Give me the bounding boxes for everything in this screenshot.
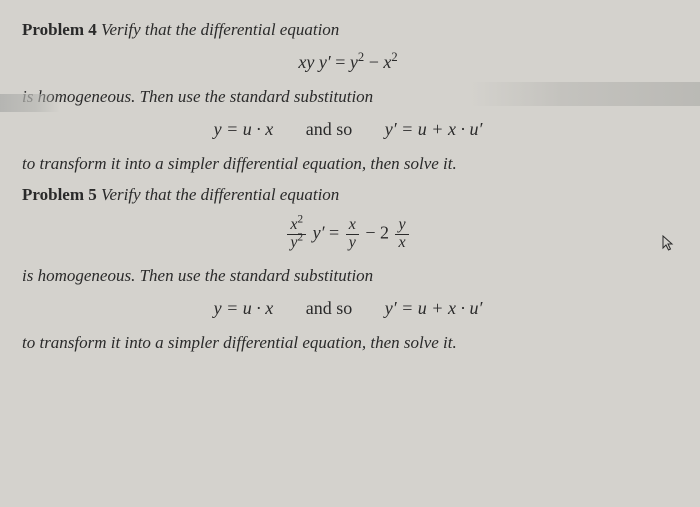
problem4-heading: Problem 4 Verify that the differential e… [22, 18, 674, 42]
p5-sub-lhs: y = u · x [214, 298, 274, 318]
p4-eq-lhs: xy y′ [298, 52, 330, 72]
problem5-equation: x2 y2 y′ = x y − 2 y x [22, 217, 674, 252]
problem5-line3: to transform it into a simpler different… [22, 331, 674, 355]
p5-frac2-den: y [346, 235, 359, 252]
p5-frac2-num: x [346, 217, 359, 235]
p5-frac1-num: x [290, 216, 297, 233]
p4-sub-lhs: y = u · x [214, 119, 274, 139]
p5-frac1: x2 y2 [287, 217, 306, 252]
problem4-line2: is homogeneous. Then use the standard su… [22, 85, 674, 109]
problem4-line3: to transform it into a simpler different… [22, 152, 674, 176]
problem5-label: Problem 5 [22, 185, 97, 204]
p5-frac1-den: y [290, 234, 297, 251]
problem5-intro: Verify that the differential equation [101, 185, 339, 204]
problem4-equation: xy y′ = y2 − x2 [22, 52, 674, 73]
p5-frac3-den: x [395, 235, 408, 252]
p5-eq: = [329, 223, 339, 243]
problem4-label: Problem 4 [22, 20, 97, 39]
problem5-heading: Problem 5 Verify that the differential e… [22, 183, 674, 207]
p4-andso: and so [306, 119, 353, 139]
problem4-substitution: y = u · x and so y′ = u + x · u′ [22, 119, 674, 140]
p5-andso: and so [306, 298, 353, 318]
p5-minus: − [365, 223, 375, 243]
p4-eq-rhs-y: y [350, 52, 358, 72]
p5-sub-rhs: y′ = u + x · u′ [385, 298, 483, 318]
p5-frac3-num: y [395, 217, 408, 235]
p4-sub-rhs: y′ = u + x · u′ [385, 119, 483, 139]
problem4-intro: Verify that the differential equation [101, 20, 339, 39]
problem5-line2: is homogeneous. Then use the standard su… [22, 264, 674, 288]
p5-yprime: y′ [313, 223, 325, 243]
p5-frac2: x y [346, 217, 359, 252]
problem5-substitution: y = u · x and so y′ = u + x · u′ [22, 298, 674, 319]
p5-two: 2 [380, 223, 389, 243]
p5-frac3: y x [395, 217, 408, 252]
